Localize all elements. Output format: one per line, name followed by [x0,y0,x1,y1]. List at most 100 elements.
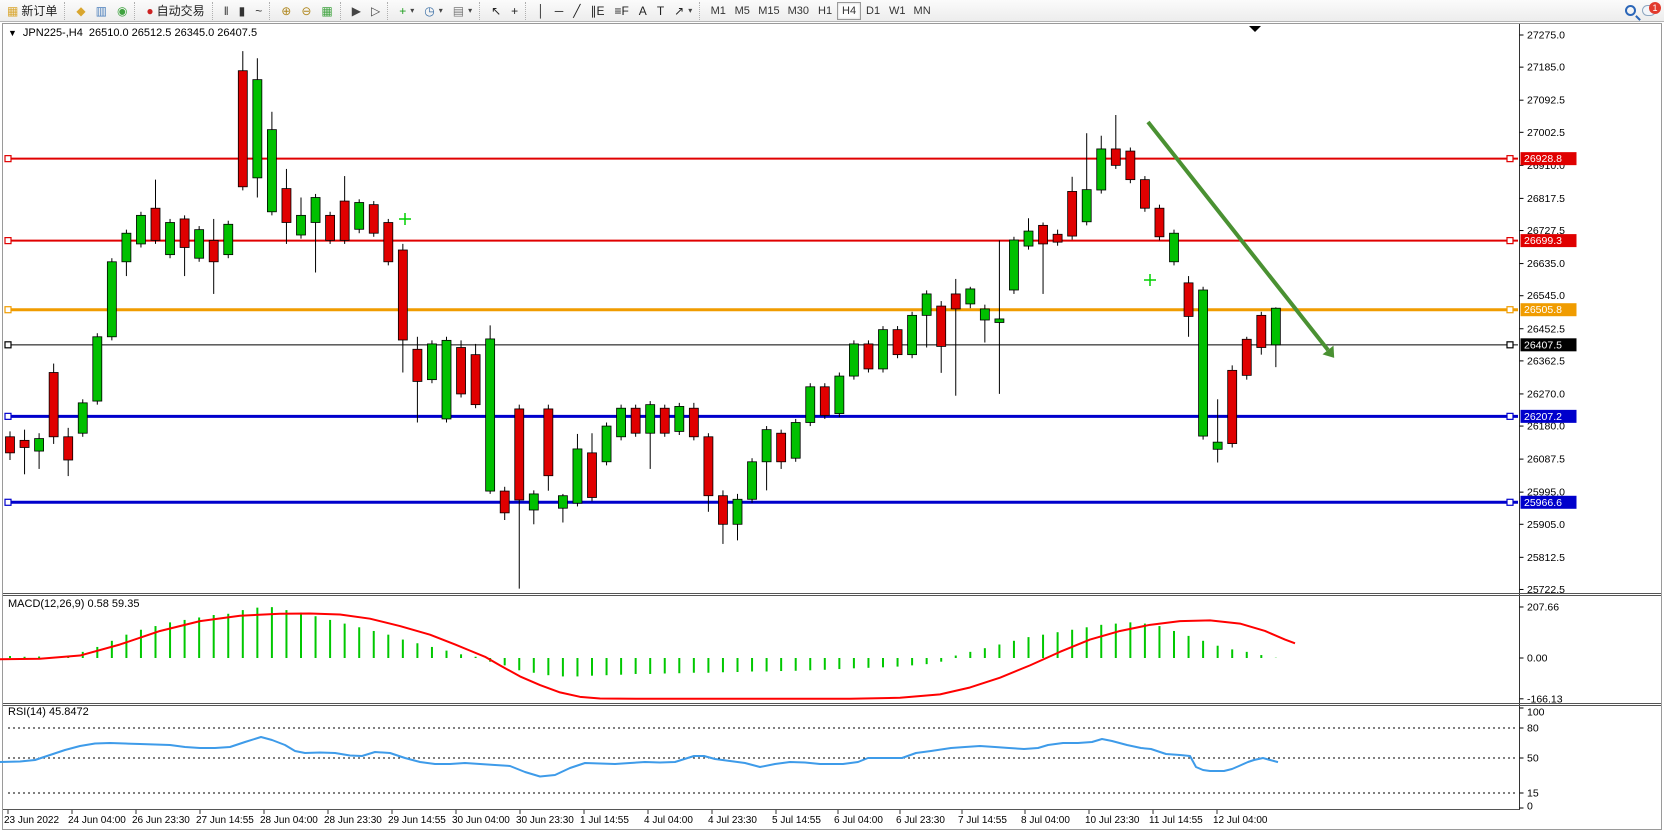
candle-body [907,314,917,356]
candle-body [281,188,292,223]
horizontal-line-button[interactable]: ─ [550,1,569,21]
price-line-badge-value: 25966.6 [1524,497,1562,509]
new-order-button[interactable]: ▦ 新订单 [2,1,62,21]
data-window-icon-icon: ▥ [95,3,107,18]
chart-shift-marker[interactable] [1249,26,1261,32]
zoom-out-button[interactable]: ⊖ [296,1,316,21]
timeframe-m30-button[interactable]: M30 [784,2,813,20]
candle-body [979,308,990,321]
price-tick-label: 27185.0 [1527,62,1565,74]
price-line-badge-value: 26928.8 [1524,153,1562,165]
price-tick-label: 26452.5 [1527,323,1565,335]
timeframe-mn-button[interactable]: MN [910,2,935,20]
line-anchor-handle[interactable] [4,341,12,349]
crosshair-button[interactable]: + [506,1,523,21]
trend-arrow[interactable] [1146,120,1330,352]
price-tick-label: 26817.5 [1527,193,1565,205]
text-button[interactable]: A [634,1,652,21]
search-icon[interactable] [1625,5,1636,16]
line-anchor-handle[interactable] [1506,306,1514,314]
chat-icon[interactable]: 1 [1642,2,1661,16]
navigator-icon[interactable]: ◉ [112,1,132,21]
horizontal-line-icon: ─ [554,3,564,18]
candle-body [456,347,466,395]
market-watch-icon[interactable]: ◆ [71,1,90,21]
line-chart-icon: ~ [255,3,263,18]
line-anchor-handle[interactable] [4,155,12,163]
line-anchor-handle[interactable] [1506,498,1514,506]
tile-windows-button[interactable]: ▦ [316,1,337,21]
navigator-icon-icon: ◉ [116,3,128,18]
price-scale[interactable]: 27275.027185.027092.527002.526910.026817… [1519,30,1577,596]
line-chart-button[interactable]: ~ [250,1,267,21]
price-line-badge-value: 26407.5 [1524,339,1562,351]
toolbar-separator [699,1,704,20]
trade-marker-icon[interactable] [399,213,411,225]
trade-marker-icon[interactable] [1144,274,1156,286]
candle-body [77,402,88,434]
line-anchor-handle[interactable] [1506,341,1514,349]
candle-body [950,293,961,310]
line-anchor-handle[interactable] [4,412,12,420]
macd-axis-label: -166.13 [1527,693,1563,705]
candle-body [1227,369,1238,444]
chart-shift-button[interactable]: ▷ [366,1,385,21]
line-anchor-handle[interactable] [1506,412,1514,420]
time-scale[interactable]: 23 Jun 2022 24 Jun 04:00 26 Jun 23:30 27 Ju… [4,810,1268,826]
templates-button[interactable]: ▤ ▾ [448,1,477,21]
data-window-icon[interactable]: ▥ [91,1,112,21]
timeframe-m5-button[interactable]: M5 [730,2,754,20]
zoom-in-button[interactable]: ⊕ [276,1,296,21]
auto-scroll-button[interactable]: ▶ [347,1,366,21]
line-anchor-handle[interactable] [1506,155,1514,163]
candle-body [1241,338,1252,376]
price-tick-label: 27275.0 [1527,30,1565,42]
candle-body [645,404,656,434]
chart-collapse-icon[interactable]: ▼ [8,28,17,38]
candle-body [732,498,743,525]
chevron-down-icon: ▾ [688,6,693,15]
candlestick-button[interactable]: ▮ [234,1,251,21]
timeframe-w1-button[interactable]: W1 [885,2,910,20]
candle-body [383,222,394,263]
text-label-button[interactable]: T [652,1,669,21]
vertical-line-button[interactable]: │ [532,1,550,21]
timeframe-h1-button[interactable]: H1 [813,2,837,20]
candle-body [1212,441,1223,450]
bar-chart-button[interactable]: ‖ [219,1,234,21]
trendline-button[interactable]: ╱ [568,1,585,21]
timeframe-h4-button[interactable]: H4 [837,1,862,20]
price-tick-label: 26362.5 [1527,355,1565,367]
periods-button[interactable]: ◷ ▾ [419,1,448,21]
time-tick-label: 28 Jun 04:00 [260,815,318,826]
bar-chart-icon: ‖ [223,3,229,18]
chart-symbol-period: JPN225-,H4 [22,27,83,39]
cursor-button[interactable]: ↖ [486,1,506,21]
candle-body [427,343,437,381]
timeframe-m15-button[interactable]: M15 [754,2,783,20]
line-anchor-handle[interactable] [4,498,12,506]
line-anchor-handle[interactable] [4,237,12,245]
candle-body [1067,191,1078,237]
channel-button[interactable]: ∥E [585,1,609,21]
line-anchor-handle[interactable] [4,306,12,314]
text-icon: A [638,3,647,18]
candle-body [892,329,903,356]
text-label-icon: T [656,3,665,18]
fibonacci-button[interactable]: ≡F [609,1,633,21]
time-tick-label: 24 Jun 04:00 [68,815,126,826]
price-tick-label: 26727.5 [1527,225,1565,237]
line-anchor-handle[interactable] [1506,237,1514,245]
arrows-button[interactable]: ↗ ▾ [669,1,697,21]
time-tick-label: 6 Jul 23:30 [896,815,945,826]
candle-body [747,461,757,500]
price-tick-label: 26270.0 [1527,388,1565,400]
indicators-button[interactable]: + ▾ [394,1,419,21]
candle-body [92,336,103,402]
timeframe-m1-button[interactable]: M1 [706,2,730,20]
timeframe-d1-button[interactable]: D1 [861,2,885,20]
candle-body [1052,233,1063,243]
auto-trading-button[interactable]: ● 自动交易 [141,1,209,21]
candle-body [1125,150,1136,181]
time-tick-label: 29 Jun 14:55 [388,815,446,826]
